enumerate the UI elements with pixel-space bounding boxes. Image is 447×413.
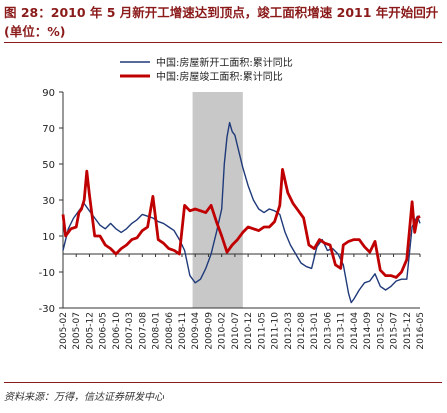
chart-title: 图 28：2010 年 5 月新开工增速达到顶点，竣工面积增速 2011 年开始… — [4, 5, 439, 39]
y-tick-label: -30 — [39, 304, 55, 315]
x-tick-label: 2010-12 — [244, 312, 254, 350]
series-lines — [61, 121, 421, 304]
x-tick-label: 2011-10 — [271, 312, 281, 350]
x-tick-label: 2014-04 — [350, 312, 360, 350]
title-divider — [4, 42, 442, 43]
x-tick-label: 2011-05 — [257, 312, 267, 350]
x-tick-label: 2010-07 — [231, 312, 241, 350]
y-tick-label: -10 — [39, 268, 55, 279]
shaded-region — [192, 92, 243, 308]
source-divider — [4, 382, 442, 383]
x-tick-label: 2009-09 — [204, 312, 214, 350]
x-tick-label: 2005-07 — [72, 312, 82, 350]
x-tick-label: 2006-05 — [99, 312, 109, 350]
x-tick-label: 2009-04 — [191, 312, 201, 350]
x-tick-label: 2007-08 — [138, 312, 148, 350]
x-tick-label: 2007-03 — [125, 312, 135, 350]
x-tick-label: 2013-11 — [337, 312, 347, 350]
y-tick-label: 50 — [42, 160, 55, 171]
y-tick-label: 10 — [42, 232, 55, 243]
x-tick-label: 2010-02 — [218, 312, 228, 350]
series-line-new-construction — [62, 121, 421, 304]
x-tick-label: 2008-01 — [152, 312, 162, 350]
axes: -30 -10 10 30 50 70 90 2005-02 2005-07 2005-12 200… — [39, 88, 426, 350]
x-tick-label: 2015-02 — [376, 312, 386, 350]
x-tick-label: 2012-03 — [284, 312, 294, 350]
legend-label-series1: 中国:房屋新开工面积:累计同比 — [156, 56, 293, 69]
x-tick-label: 2016-05 — [416, 312, 426, 350]
x-tick-label: 2006-10 — [112, 312, 122, 350]
x-tick-label: 2005-12 — [85, 312, 95, 350]
shaded-period — [192, 92, 243, 308]
x-tick-label: 2013-01 — [310, 312, 320, 350]
legend: 中国:房屋新开工面积:累计同比 中国:房屋竣工面积:累计同比 — [120, 56, 293, 83]
x-tick-label: 2015-07 — [390, 312, 400, 350]
legend-label-series2: 中国:房屋竣工面积:累计同比 — [156, 70, 283, 83]
x-tick-label: 2013-06 — [323, 312, 333, 350]
x-tick-label: 2015-12 — [403, 312, 413, 350]
y-tick-label: 70 — [42, 124, 55, 135]
x-tick-label: 2005-02 — [59, 312, 69, 350]
x-tick-label: 2012-08 — [297, 312, 307, 350]
x-tick-label: 2008-06 — [165, 312, 175, 350]
y-tick-label: 90 — [42, 88, 55, 99]
x-tick-label: 2014-09 — [363, 312, 373, 350]
source-note: 资料来源：万得，信达证券研发中心 — [4, 392, 164, 403]
x-tick-label: 2008-11 — [178, 312, 188, 350]
series-line-completion — [61, 168, 421, 279]
y-tick-label: 30 — [42, 196, 55, 207]
